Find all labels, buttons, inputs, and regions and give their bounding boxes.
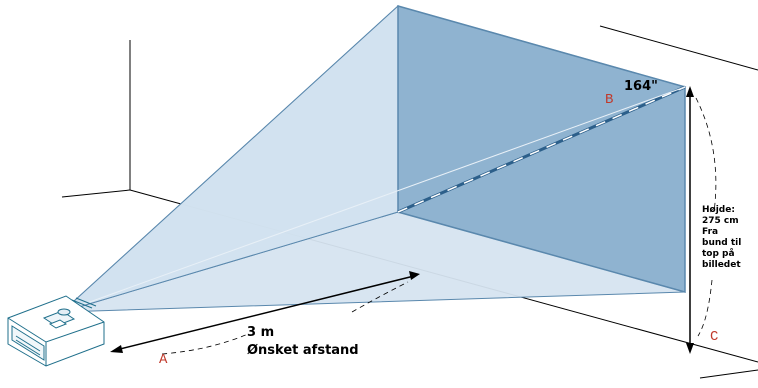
floor-right-edge (699, 369, 758, 379)
distance-arrow-right-head (409, 271, 420, 280)
height-line-5: top på (702, 248, 735, 259)
point-c-label: C (710, 329, 718, 345)
wall-top-edge (599, 25, 758, 71)
beam-center-line (61, 86, 686, 313)
distance-caption: Ønsket afstand (247, 343, 359, 358)
leader-c-upper (695, 97, 717, 213)
height-line-2: 275 cm (702, 216, 739, 226)
height-arrow-bottom-head (686, 343, 694, 354)
screen-diagonal-dash (397, 86, 686, 213)
height-arrow (686, 86, 694, 354)
leader-a (161, 333, 249, 355)
height-arrow-top-head (686, 86, 694, 97)
distance-label: 3 m (247, 325, 274, 340)
diagonal-label: 164" (624, 79, 658, 94)
projector-icon (7, 295, 105, 367)
height-line-6: billedet (702, 260, 741, 270)
height-text-block: Højde: 275 cm Fra bund til top på billed… (702, 205, 741, 270)
leader-distance (351, 281, 409, 313)
height-line-4: bund til (702, 238, 741, 248)
height-line-1: Højde: (702, 205, 735, 215)
distance-arrow (110, 271, 420, 353)
point-b-label: B (605, 92, 613, 108)
distance-arrow-left-head (110, 345, 123, 353)
point-a-label: A (159, 352, 168, 368)
floor-left-edge (61, 189, 131, 198)
height-line-3: Fra (702, 227, 718, 237)
leader-c-lower (697, 279, 713, 337)
